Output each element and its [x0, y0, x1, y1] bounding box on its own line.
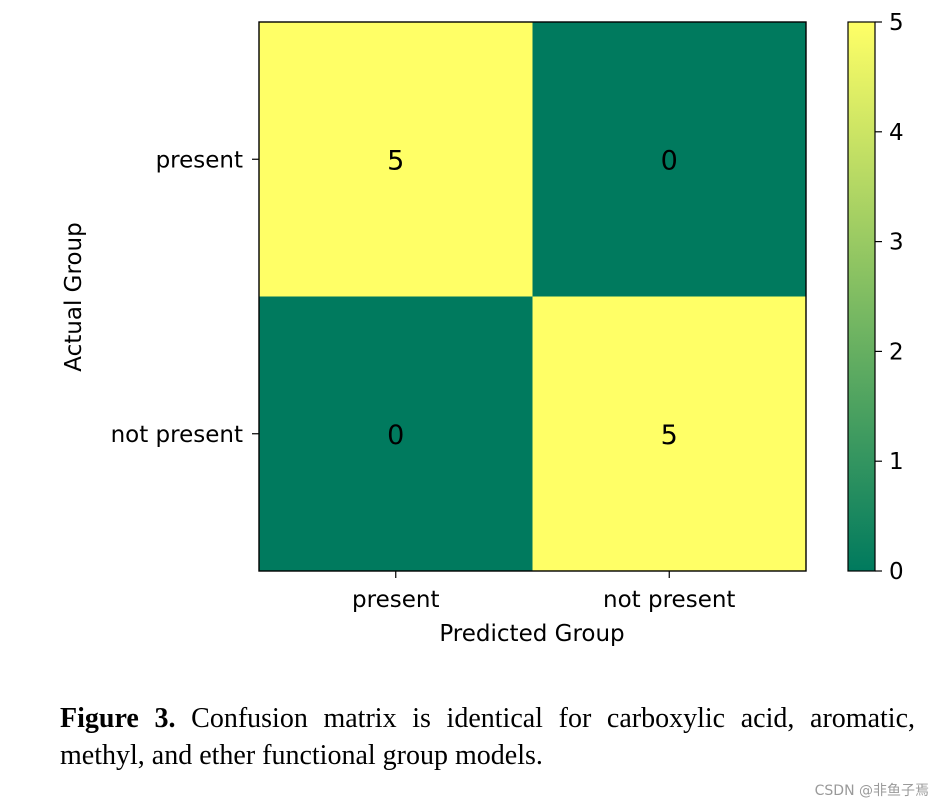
colorbar-tick-label: 4	[889, 120, 904, 146]
heatmap-cell	[259, 22, 533, 297]
axis-ticks: present not present present not present	[111, 147, 736, 613]
cell-value-label: 5	[661, 420, 678, 451]
heatmap-cells	[258, 21, 807, 572]
figure-caption: Figure 3. Confusion matrix is identical …	[60, 700, 915, 774]
colorbar-tick-label: 3	[889, 230, 904, 256]
x-tick-label: not present	[603, 587, 735, 613]
y-tick-label: not present	[111, 422, 243, 448]
cell-value-labels: 5 0 0 5	[387, 145, 678, 451]
caption-label: Figure 3.	[60, 703, 176, 734]
watermark: CSDN @非鱼子焉	[814, 783, 929, 799]
colorbar-ticks: 0 1 2 3 4 5	[875, 10, 904, 585]
x-axis-label: Predicted Group	[439, 621, 624, 647]
y-axis-label: Actual Group	[61, 222, 87, 371]
caption-text: Confusion matrix is identical for carbox…	[60, 703, 915, 771]
heatmap-cell	[532, 22, 806, 297]
colorbar-tick-label: 5	[889, 10, 904, 36]
cell-value-label: 0	[661, 145, 678, 176]
colorbar-tick-label: 2	[889, 339, 904, 365]
colorbar	[847, 21, 876, 572]
heatmap-cell	[532, 296, 806, 571]
confusion-matrix-chart: 5 0 0 5 present not present present not presen…	[61, 10, 904, 647]
y-tick-label: present	[156, 147, 243, 173]
x-tick-label: present	[352, 587, 439, 613]
colorbar-tick-label: 0	[889, 559, 904, 585]
heatmap-cell	[259, 296, 533, 571]
colorbar-tick-label: 1	[889, 449, 904, 475]
cell-value-label: 0	[387, 420, 404, 451]
plot-frame	[258, 21, 807, 572]
cell-value-label: 5	[387, 145, 404, 176]
